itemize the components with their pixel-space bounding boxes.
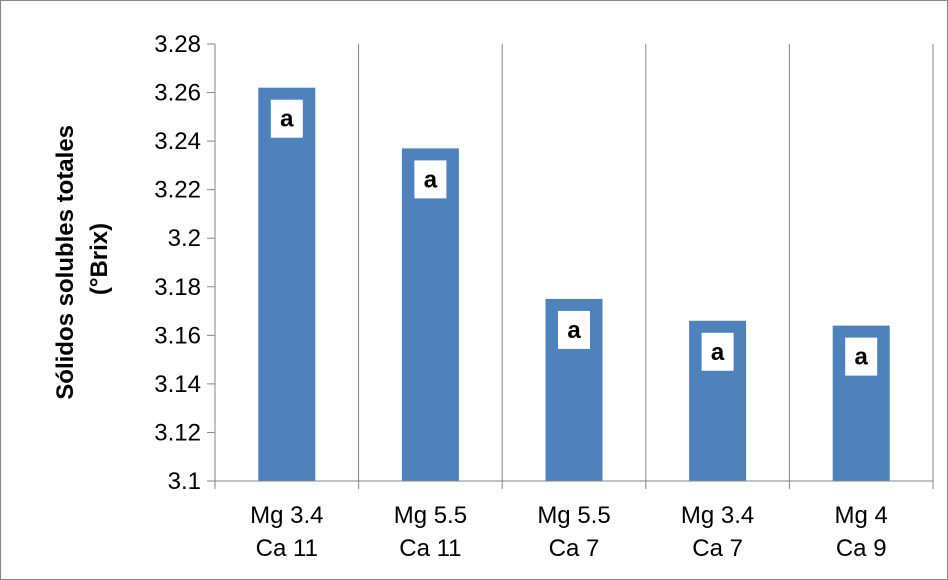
x-axis-tick-label: Mg 3.4 Ca 7 [681,502,754,562]
data-label-box [701,332,734,371]
y-axis-tick-label: 3.24 [154,128,201,155]
y-axis-tick-label: 3.12 [154,419,201,446]
x-axis-tick-label-line: Ca 9 [836,535,887,562]
x-axis-tick-label: Mg 5.5 Ca 7 [537,502,610,562]
data-label-box [845,337,878,376]
x-axis-tick-label-line: Mg 3.4 [681,502,754,529]
bar [401,148,459,481]
x-axis-tick-label: Mg 3.4 Ca 11 [250,502,323,562]
x-axis-tick-label: Mg 5.5 Ca 11 [394,502,467,562]
y-axis-title-line-2: (°Brix) [86,223,113,295]
bars [258,87,890,481]
x-axis-tick-labels: Mg 3.4 Ca 11 Mg 5.5 Ca 11 Mg 5.5 Ca 7 Mg 3.4 Ca… [250,502,888,562]
y-axis-title-line-1: Sólidos solubles totales [52,125,79,400]
y-axis-tick-label: 3.22 [154,177,201,204]
data-label: a [711,339,725,366]
grid-lines [358,44,934,481]
y-axis-tick-label: 3.16 [154,322,201,349]
x-axis-tick-label: Mg 4 Ca 9 [835,502,888,562]
x-axis-tick-label-line: Mg 5.5 [537,502,610,529]
data-label-box [414,160,447,199]
data-label: a [280,106,294,133]
y-axis-tick-label: 3.1 [168,468,201,495]
y-axis-tick-label: 3.18 [154,274,201,301]
x-axis-tick-label-line: Mg 5.5 [394,502,467,529]
y-axis-title: Sólidos solubles totales (°Brix) [52,118,113,399]
data-labels: a a a a a [270,99,878,376]
data-label: a [855,344,869,371]
x-axis-tick-label-line: Ca 7 [692,535,743,562]
bar [258,87,316,481]
x-axis-tick-label-line: Mg 3.4 [250,502,323,529]
x-axis-tick-label-line: Ca 7 [549,535,600,562]
y-axis-tick-label: 3.26 [154,80,201,107]
x-axis-tick-label-line: Ca 11 [256,535,318,562]
data-label: a [424,166,438,193]
y-axis-tick-label: 3.2 [168,225,201,252]
x-axis-tick-label-line: Ca 11 [399,535,461,562]
x-axis-tick-label-line: Mg 4 [835,502,888,529]
data-label-box [558,310,590,349]
y-axis-tick-labels: 3.1 3.12 3.14 3.16 3.18 3.2 3.22 3.24 3.26 3.28 [154,31,201,495]
y-axis-tick-label: 3.14 [154,371,201,398]
data-label: a [567,317,581,344]
y-axis-tick-label: 3.28 [154,31,201,58]
axes [207,43,934,489]
data-label-box [270,99,303,138]
